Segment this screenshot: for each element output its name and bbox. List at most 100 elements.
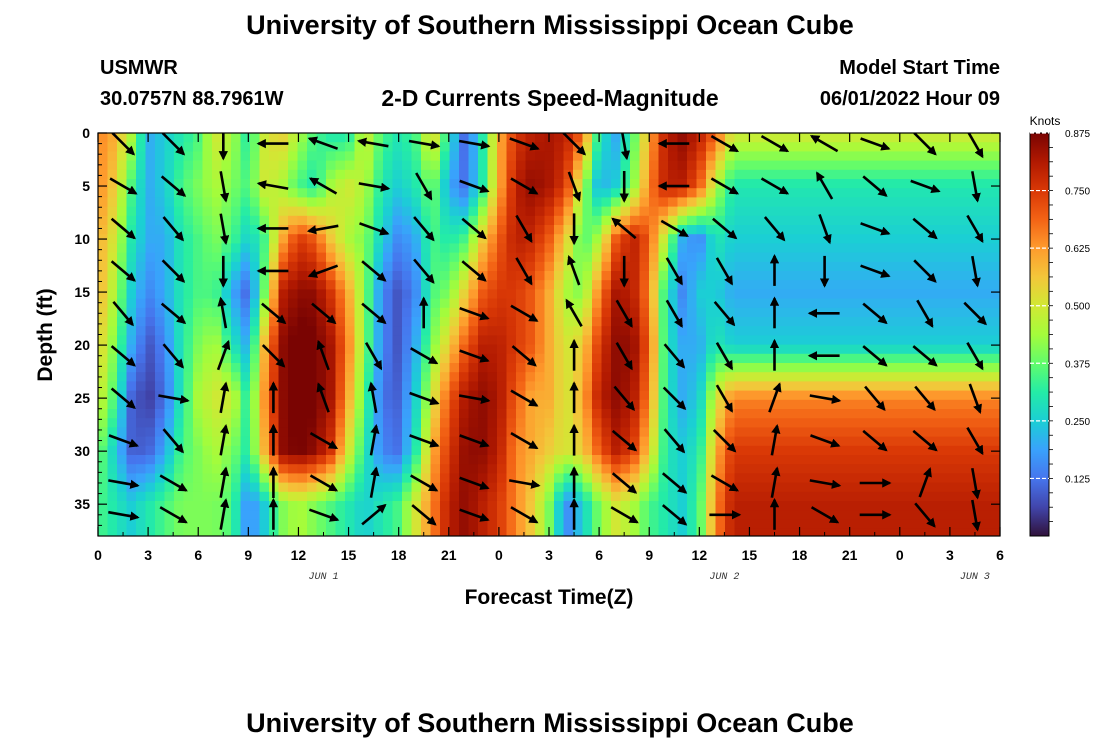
heatmap-cell [373, 528, 384, 536]
heatmap-cell [715, 473, 726, 484]
heatmap-cell [212, 151, 223, 162]
y-tick-label: 5 [82, 178, 90, 194]
heatmap-cell [440, 418, 451, 428]
current-vector-arrow [663, 343, 686, 369]
heatmap-cell [886, 261, 897, 272]
current-vector-arrow [510, 431, 539, 450]
heatmap-cell [858, 399, 869, 410]
heatmap-cell [468, 455, 479, 465]
heatmap-cell [430, 142, 441, 152]
heatmap-cell [810, 160, 821, 171]
heatmap-cell [744, 436, 755, 447]
heatmap-cell [696, 445, 707, 456]
heatmap-cell [582, 206, 593, 217]
heatmap-cell [193, 142, 204, 152]
heatmap-cell [221, 307, 232, 318]
heatmap-cell [829, 409, 840, 419]
heatmap-cell [725, 528, 736, 536]
heatmap-cell [107, 298, 118, 309]
heatmap-cell [706, 381, 717, 392]
heatmap-cell [772, 142, 783, 152]
heatmap-cell [839, 151, 850, 162]
heatmap-cell [297, 436, 308, 447]
heatmap-cell [155, 289, 166, 300]
heatmap-cell [962, 151, 973, 162]
heatmap-cell [924, 528, 935, 536]
heatmap-cell [354, 335, 365, 346]
heatmap-cell [117, 317, 128, 327]
heatmap-cell [753, 418, 764, 428]
heatmap-cell [905, 261, 916, 272]
heatmap-cell [183, 252, 194, 263]
heatmap-cell [829, 491, 840, 502]
heatmap-cell [763, 317, 774, 327]
heatmap-cell [193, 307, 204, 318]
heatmap-cell [867, 317, 878, 327]
heatmap-cell [307, 344, 318, 355]
heatmap-cell [592, 261, 603, 272]
heatmap-cell [250, 133, 261, 143]
heatmap-cell [877, 151, 888, 162]
heatmap-cell [307, 501, 318, 511]
heatmap-cell [145, 169, 156, 180]
heatmap-cell [649, 363, 660, 373]
heatmap-cell [183, 482, 194, 493]
heatmap-cell [288, 372, 299, 382]
heatmap-cell [202, 519, 213, 530]
heatmap-cell [962, 225, 973, 235]
heatmap-cell [240, 510, 251, 520]
heatmap-cell [582, 225, 593, 235]
heatmap-cell [221, 326, 232, 336]
heatmap-cell [677, 344, 688, 355]
heatmap-cell [430, 418, 441, 428]
heatmap-cell [411, 243, 422, 254]
heatmap-cell [544, 326, 555, 336]
heatmap-cell [573, 160, 584, 171]
heatmap-cell [915, 381, 926, 392]
heatmap-cell [535, 464, 546, 474]
heatmap-cell [421, 133, 432, 143]
heatmap-cell [468, 381, 479, 392]
heatmap-cell [744, 142, 755, 152]
heatmap-cell [497, 151, 508, 162]
heatmap-cell [934, 252, 945, 263]
heatmap-cell [402, 464, 413, 474]
current-vector-arrow [715, 257, 734, 286]
heatmap-cell [677, 133, 688, 143]
heatmap-cell [164, 335, 175, 346]
heatmap-cell [364, 151, 375, 162]
heatmap-cell [706, 528, 717, 536]
heatmap-cell [725, 298, 736, 309]
heatmap-cell [801, 335, 812, 346]
heatmap-cell [734, 482, 745, 493]
heatmap-cell [411, 317, 422, 327]
heatmap-cell [848, 409, 859, 419]
heatmap-cell [962, 344, 973, 355]
heatmap-cell [687, 335, 698, 346]
heatmap-cell [981, 234, 992, 244]
heatmap-cell [620, 445, 631, 456]
heatmap-cell [905, 298, 916, 309]
heatmap-cell [772, 261, 783, 272]
heatmap-cell [706, 197, 717, 208]
heatmap-cell [858, 501, 869, 511]
heatmap-cell [639, 519, 650, 530]
heatmap-cell [896, 307, 907, 318]
heatmap-cell [288, 353, 299, 364]
heatmap-cell [658, 188, 669, 198]
heatmap-cell [535, 133, 546, 143]
heatmap-cell [335, 307, 346, 318]
heatmap-cell [753, 519, 764, 530]
heatmap-cell [392, 188, 403, 198]
heatmap-cell [896, 188, 907, 198]
heatmap-cell [98, 363, 109, 373]
heatmap-cell [174, 464, 185, 474]
heatmap-cell [212, 142, 223, 152]
heatmap-cell [896, 482, 907, 493]
heatmap-cell [867, 464, 878, 474]
heatmap-cell [763, 519, 774, 530]
heatmap-cell [782, 464, 793, 474]
heatmap-cell [554, 234, 565, 244]
heatmap-cell [639, 261, 650, 272]
heatmap-cell [174, 427, 185, 438]
